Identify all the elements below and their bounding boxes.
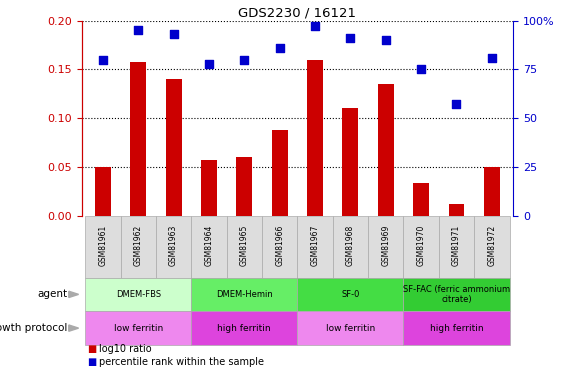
Text: GSM81971: GSM81971: [452, 225, 461, 266]
Text: GSM81969: GSM81969: [381, 225, 390, 266]
Bar: [156, 216, 191, 278]
Bar: [191, 216, 227, 278]
Text: log10 ratio: log10 ratio: [99, 344, 152, 354]
Bar: [413, 183, 429, 216]
Text: SF-FAC (ferric ammonium
citrate): SF-FAC (ferric ammonium citrate): [403, 285, 510, 304]
Point: [275, 45, 285, 51]
Bar: [333, 216, 368, 278]
Text: GSM81964: GSM81964: [205, 225, 213, 266]
Bar: [439, 216, 474, 278]
Point: [204, 60, 213, 66]
Point: [310, 24, 319, 30]
Text: high ferritin: high ferritin: [430, 324, 483, 333]
Bar: [85, 311, 191, 345]
Bar: [272, 130, 287, 216]
Bar: [297, 311, 403, 345]
Bar: [484, 167, 500, 216]
Point: [346, 35, 355, 41]
Bar: [85, 278, 191, 311]
Point: [381, 37, 391, 43]
Text: GSM81962: GSM81962: [134, 225, 143, 266]
Point: [240, 57, 249, 63]
Text: growth protocol: growth protocol: [0, 323, 67, 333]
Text: GSM81961: GSM81961: [99, 225, 107, 266]
Bar: [307, 60, 323, 216]
Text: GSM81967: GSM81967: [311, 225, 319, 266]
Bar: [378, 84, 394, 216]
Text: GSM81966: GSM81966: [275, 225, 284, 266]
Text: ■: ■: [87, 357, 97, 367]
Bar: [130, 62, 146, 216]
Point: [98, 57, 107, 63]
Bar: [166, 79, 181, 216]
Point: [487, 55, 497, 61]
Point: [452, 102, 461, 108]
Bar: [85, 216, 121, 278]
Bar: [368, 216, 403, 278]
Bar: [227, 216, 262, 278]
Text: agent: agent: [37, 290, 67, 299]
Text: ■: ■: [87, 344, 97, 354]
Text: GSM81963: GSM81963: [169, 225, 178, 266]
Bar: [448, 204, 465, 216]
Text: percentile rank within the sample: percentile rank within the sample: [99, 357, 264, 367]
Bar: [474, 216, 510, 278]
Text: SF-0: SF-0: [341, 290, 360, 299]
Bar: [262, 216, 297, 278]
Point: [169, 31, 178, 37]
Text: GSM81972: GSM81972: [487, 225, 496, 266]
Text: high ferritin: high ferritin: [217, 324, 271, 333]
Text: GSM81970: GSM81970: [417, 225, 426, 266]
Bar: [121, 216, 156, 278]
Bar: [297, 216, 333, 278]
Text: GSM81968: GSM81968: [346, 225, 355, 266]
Point: [134, 27, 143, 33]
Bar: [297, 278, 403, 311]
Bar: [95, 167, 111, 216]
Bar: [342, 108, 359, 216]
Bar: [403, 216, 439, 278]
Bar: [201, 160, 217, 216]
Text: DMEM-Hemin: DMEM-Hemin: [216, 290, 273, 299]
Bar: [236, 157, 252, 216]
Text: DMEM-FBS: DMEM-FBS: [115, 290, 161, 299]
Bar: [191, 278, 297, 311]
Title: GDS2230 / 16121: GDS2230 / 16121: [238, 6, 356, 20]
Text: low ferritin: low ferritin: [114, 324, 163, 333]
Point: [416, 66, 426, 72]
Text: low ferritin: low ferritin: [326, 324, 375, 333]
Bar: [403, 278, 510, 311]
Bar: [191, 311, 297, 345]
Text: GSM81965: GSM81965: [240, 225, 249, 266]
Bar: [403, 311, 510, 345]
